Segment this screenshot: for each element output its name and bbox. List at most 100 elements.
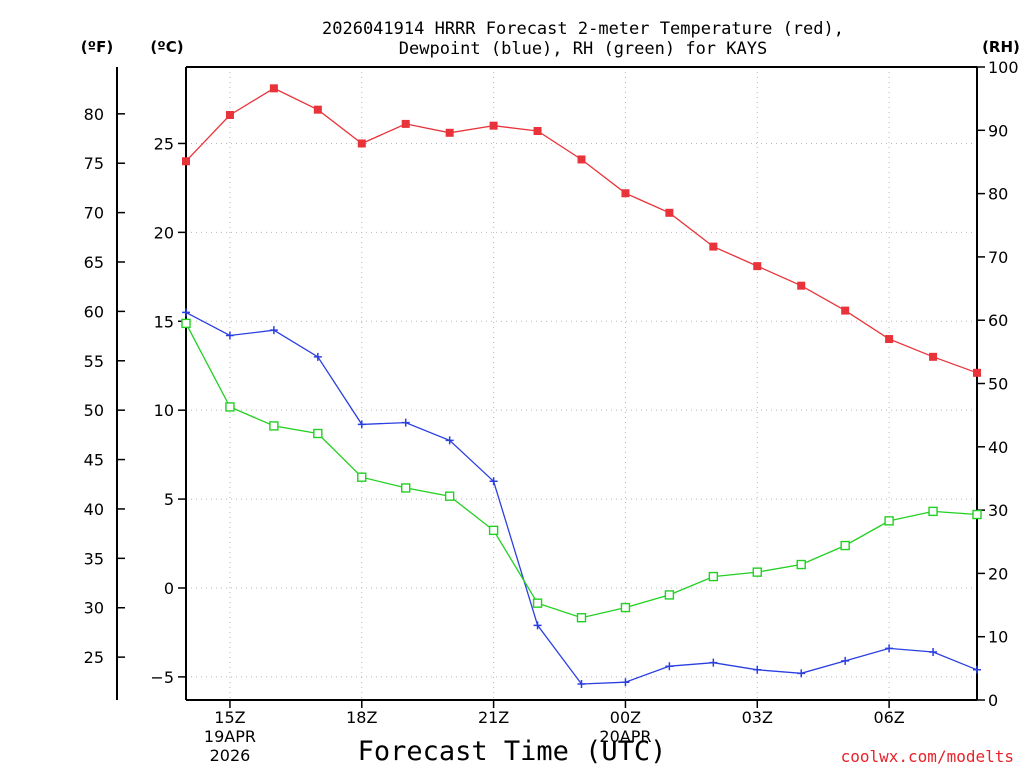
- rh-tick-label: 40: [988, 438, 1008, 457]
- rh-point: [488, 525, 499, 536]
- x-tick-label: 21Z: [478, 708, 509, 727]
- rh-line: [185, 323, 978, 619]
- fahrenheit-tick-label: 55: [84, 352, 104, 371]
- dewpoint-line: [185, 311, 978, 685]
- rh-tick-label: 80: [988, 185, 1008, 204]
- 2-meter-temperature-point: [269, 84, 278, 93]
- 2-meter-temperature-point: [665, 208, 674, 217]
- rh-tick-label: 10: [988, 628, 1008, 647]
- axes-layer: −5 0 5 10 15 20 25 25 30 35 40 45 50 55 60 65 70 75 80 0 10 2…: [84, 58, 1019, 765]
- 2-meter-temperature-point: [753, 262, 762, 271]
- dewpoint-point: [753, 665, 762, 674]
- 2-meter-temperature-point: [225, 111, 234, 120]
- rh-point: [313, 428, 323, 439]
- rh-tick-label: 60: [988, 311, 1008, 330]
- rh-point: [752, 567, 762, 577]
- unit-rh-label: (RH): [982, 38, 1020, 56]
- rh-point: [708, 571, 719, 582]
- x-tick-label: 18Z: [346, 708, 377, 727]
- dewpoint-point: [621, 678, 630, 687]
- rh-tick-label: 100: [988, 58, 1019, 77]
- rh-point: [269, 421, 279, 431]
- credit-text[interactable]: coolwx.com/modelts: [841, 747, 1014, 766]
- fahrenheit-tick-label: 65: [84, 253, 104, 272]
- 2-meter-temperature-point: [621, 189, 630, 198]
- rh-tick-label: 0: [988, 691, 998, 710]
- fahrenheit-tick-label: 35: [84, 549, 104, 568]
- dewpoint-point: [973, 665, 981, 674]
- 2-meter-temperature-point: [533, 127, 542, 136]
- chart-title-line1: 2026041914 HRRR Forecast 2-meter Tempera…: [322, 19, 844, 39]
- fahrenheit-tick-label: 75: [84, 154, 104, 173]
- unit-celsius-label: (ºC): [150, 38, 183, 56]
- 2-meter-temperature-point: [401, 119, 410, 128]
- fahrenheit-tick-label: 40: [84, 500, 104, 519]
- 2-meter-temperature-point: [841, 306, 850, 315]
- 2-meter-temperature-line: [185, 87, 978, 374]
- unit-fahrenheit-label: (ºF): [81, 38, 113, 56]
- rh-point: [357, 472, 367, 482]
- x-date-label: 20APR: [599, 727, 651, 746]
- rh-point: [796, 559, 806, 570]
- dewpoint-point: [357, 420, 366, 429]
- celsius-tick-label: 5: [164, 490, 174, 509]
- 2-meter-temperature-point: [313, 105, 322, 114]
- celsius-tick-label: 10: [154, 401, 174, 420]
- dewpoint-point: [797, 669, 806, 678]
- 2-meter-temperature-point: [357, 139, 366, 148]
- dewpoint-point: [577, 679, 586, 688]
- rh-point: [840, 540, 850, 551]
- celsius-tick-label: 0: [164, 579, 174, 598]
- grid-layer: [186, 67, 977, 700]
- rh-point: [181, 318, 191, 329]
- rh-tick-label: 70: [988, 248, 1008, 267]
- rh-point: [664, 590, 675, 600]
- x-tick-label: 00Z: [610, 708, 641, 727]
- dewpoint-point: [929, 647, 938, 656]
- fahrenheit-tick-label: 60: [84, 302, 104, 321]
- rh-tick-label: 20: [988, 564, 1008, 583]
- dewpoint-point: [665, 662, 674, 671]
- rh-tick-label: 90: [988, 121, 1008, 140]
- fahrenheit-tick-label: 50: [84, 401, 104, 420]
- rh-tick-label: 50: [988, 375, 1008, 394]
- fahrenheit-tick-label: 45: [84, 451, 104, 470]
- rh-point: [532, 598, 543, 608]
- rh-point: [576, 613, 587, 623]
- 2-meter-temperature-point: [445, 128, 454, 137]
- fahrenheit-tick-label: 80: [84, 105, 104, 124]
- 2-meter-temperature-point: [797, 281, 806, 290]
- fahrenheit-tick-label: 30: [84, 599, 104, 618]
- rh-point: [620, 602, 631, 613]
- rh-point: [225, 402, 235, 412]
- rh-point: [444, 491, 455, 501]
- 2-meter-temperature-point: [182, 157, 190, 166]
- dewpoint-point: [841, 656, 850, 665]
- dewpoint-point: [533, 621, 542, 630]
- fahrenheit-tick-label: 25: [84, 648, 104, 667]
- celsius-tick-label: −5: [150, 668, 174, 687]
- 2-meter-temperature-point: [489, 121, 498, 130]
- 2-meter-temperature-point: [973, 368, 981, 377]
- x-tick-label: 15Z: [214, 708, 245, 727]
- dewpoint-point: [709, 658, 718, 667]
- celsius-tick-label: 20: [154, 223, 174, 242]
- rh-tick-label: 30: [988, 501, 1008, 520]
- x-tick-label: 03Z: [742, 708, 773, 727]
- celsius-tick-label: 15: [154, 312, 174, 331]
- rh-point: [928, 506, 938, 517]
- 2-meter-temperature-point: [577, 155, 586, 164]
- dewpoint-point: [313, 352, 322, 361]
- dewpoint-point: [445, 436, 454, 445]
- x-date-label: 19APR: [204, 727, 256, 746]
- x-year-label: 2026: [210, 746, 251, 765]
- 2-meter-temperature-point: [709, 242, 718, 251]
- rh-point: [972, 509, 982, 520]
- chart-title-line2: Dewpoint (blue), RH (green) for KAYS: [399, 39, 767, 59]
- fahrenheit-tick-label: 70: [84, 204, 104, 223]
- dewpoint-point: [489, 477, 498, 486]
- dewpoint-point: [182, 308, 190, 317]
- x-axis-title: Forecast Time (UTC): [358, 736, 667, 767]
- dewpoint-point: [225, 331, 234, 340]
